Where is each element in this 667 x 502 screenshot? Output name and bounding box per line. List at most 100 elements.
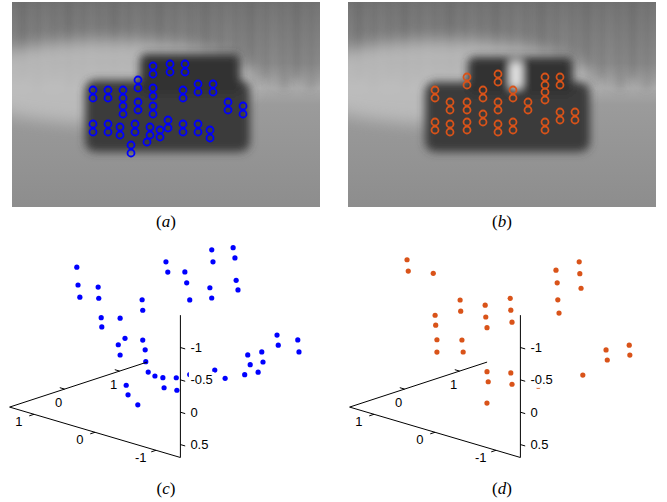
feature-point bbox=[195, 121, 202, 128]
feature-point bbox=[542, 89, 549, 96]
feature-point bbox=[432, 95, 439, 102]
point-3d bbox=[140, 337, 145, 342]
point-3d bbox=[184, 280, 189, 285]
feature-point bbox=[464, 82, 471, 89]
point-3d bbox=[146, 369, 151, 374]
points-3d bbox=[74, 245, 301, 407]
feature-points bbox=[90, 61, 247, 157]
photo-tree bbox=[595, 2, 597, 72]
image-panel bbox=[0, 2, 332, 207]
feature-points bbox=[432, 71, 579, 136]
point-3d bbox=[122, 336, 127, 341]
point-3d bbox=[165, 269, 170, 274]
feature-point bbox=[147, 132, 154, 139]
feature-point bbox=[225, 107, 232, 114]
image-panel bbox=[293, 2, 667, 207]
feature-point bbox=[105, 87, 112, 94]
photo-vehicle-window bbox=[510, 62, 522, 88]
point-3d bbox=[627, 352, 632, 357]
photo-tree bbox=[295, 2, 299, 78]
x-axis-line bbox=[350, 407, 521, 457]
point-3d bbox=[235, 287, 240, 292]
feature-point bbox=[90, 87, 97, 94]
z-axis-tick bbox=[180, 348, 185, 349]
feature-point bbox=[180, 87, 187, 94]
feature-point bbox=[182, 69, 189, 76]
point-3d bbox=[161, 385, 166, 390]
feature-point bbox=[150, 103, 157, 110]
feature-point bbox=[572, 117, 579, 124]
feature-point bbox=[105, 129, 112, 136]
feature-point bbox=[167, 69, 174, 76]
feature-point bbox=[210, 89, 217, 96]
feature-point bbox=[464, 99, 471, 106]
feature-point bbox=[225, 99, 232, 106]
x-axis-tick-label: 1 bbox=[15, 414, 22, 429]
panel-label-part: ) bbox=[506, 479, 512, 498]
feature-point bbox=[182, 61, 189, 68]
feature-point bbox=[167, 61, 174, 68]
feature-point bbox=[447, 129, 454, 136]
feature-point bbox=[132, 121, 139, 128]
point-3d bbox=[295, 337, 300, 342]
feature-point bbox=[557, 74, 564, 81]
feature-point bbox=[480, 111, 487, 118]
point-3d bbox=[276, 343, 281, 348]
tick-label-backing bbox=[53, 394, 63, 410]
photo-tree bbox=[259, 2, 261, 72]
point-3d bbox=[187, 297, 192, 302]
tick-label-backing bbox=[529, 372, 554, 388]
point-3d bbox=[296, 349, 301, 354]
x-axis-tick-label: -1 bbox=[475, 450, 487, 465]
point-3d bbox=[135, 402, 140, 407]
feature-point bbox=[480, 119, 487, 126]
point-3d bbox=[508, 308, 513, 313]
feature-point bbox=[120, 103, 127, 110]
tick-label-backing bbox=[415, 431, 425, 447]
feature-point bbox=[525, 107, 532, 114]
panel-label-part: ) bbox=[170, 479, 176, 498]
feature-point bbox=[495, 129, 502, 136]
feature-point bbox=[464, 127, 471, 134]
feature-point bbox=[572, 109, 579, 116]
tick-label-backing bbox=[189, 372, 214, 388]
panel-label: (a) bbox=[156, 212, 176, 231]
feature-point bbox=[117, 124, 124, 131]
feature-point bbox=[150, 85, 157, 92]
feature-point bbox=[128, 142, 135, 149]
panel-label-part: a bbox=[162, 212, 171, 231]
feature-point bbox=[240, 103, 247, 110]
y-axis-tick bbox=[115, 370, 120, 371]
point-3d bbox=[274, 332, 279, 337]
feature-point bbox=[510, 87, 517, 94]
y-axis-tick bbox=[400, 388, 405, 389]
point-3d bbox=[459, 337, 464, 342]
feature-point bbox=[240, 111, 247, 118]
point-3d bbox=[553, 268, 558, 273]
point-3d bbox=[143, 347, 148, 352]
point-3d bbox=[77, 295, 82, 300]
point-3d bbox=[245, 352, 250, 357]
point-3d bbox=[99, 315, 104, 320]
feature-point bbox=[447, 99, 454, 106]
feature-point bbox=[157, 134, 164, 141]
z-axis-tick-label: -0.5 bbox=[530, 372, 552, 387]
z-axis-tick-label: -0.5 bbox=[190, 372, 212, 387]
feature-point bbox=[480, 87, 487, 94]
point-3d bbox=[556, 310, 561, 315]
feature-point bbox=[180, 129, 187, 136]
panel-label: (b) bbox=[492, 212, 512, 231]
feature-point bbox=[120, 87, 127, 94]
feature-point bbox=[432, 87, 439, 94]
point-3d bbox=[484, 400, 489, 405]
point-3d bbox=[461, 349, 466, 354]
point-3d bbox=[483, 303, 488, 308]
photo-tree bbox=[599, 2, 603, 78]
x-axis-tick bbox=[491, 450, 496, 452]
feature-point bbox=[90, 95, 97, 102]
point-3d bbox=[207, 285, 212, 290]
point-3d bbox=[580, 373, 585, 378]
feature-point bbox=[464, 107, 471, 114]
photo-tree bbox=[305, 2, 307, 84]
feature-point bbox=[525, 99, 532, 106]
